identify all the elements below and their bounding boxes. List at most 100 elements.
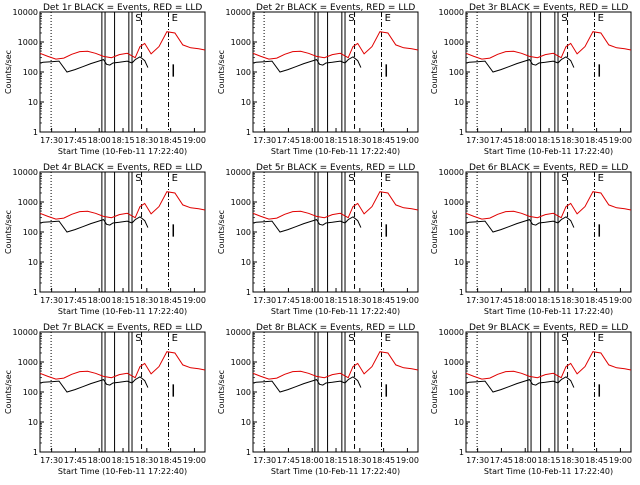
x-tick-label: 17:30 bbox=[40, 136, 63, 145]
y-tick-label: 10000 bbox=[439, 168, 464, 177]
plot-frame bbox=[465, 171, 632, 293]
y-tick-label: 1000 bbox=[444, 198, 464, 207]
y-tick-label: 1 bbox=[459, 128, 464, 137]
events-series-line bbox=[252, 56, 362, 73]
end-marker-label: E bbox=[385, 13, 391, 24]
y-axis-label: Counts/sec bbox=[4, 370, 13, 414]
y-tick-label: 1 bbox=[246, 448, 251, 457]
panel-title: Det 8r BLACK = Events, RED = LLD bbox=[256, 323, 415, 333]
x-tick-label: 17:45 bbox=[490, 296, 513, 305]
panel-title: Det 5r BLACK = Events, RED = LLD bbox=[256, 163, 415, 173]
x-tick-label: 18:15 bbox=[324, 296, 347, 305]
events-series-line bbox=[252, 216, 362, 233]
x-tick-label: 18:15 bbox=[537, 136, 560, 145]
x-tick-label: 19:00 bbox=[183, 136, 206, 145]
x-tick-label: 18:45 bbox=[585, 136, 608, 145]
panel-title: Det 6r BLACK = Events, RED = LLD bbox=[469, 163, 628, 173]
detector-panel: Det 1r BLACK = Events, RED = LLD 1 10 100 10… bbox=[4, 3, 206, 156]
plot-frame bbox=[252, 331, 419, 453]
events-series-line bbox=[39, 376, 149, 393]
events-series-line bbox=[465, 216, 575, 233]
y-tick-label: 1 bbox=[33, 448, 38, 457]
y-tick-label: 1000 bbox=[231, 358, 251, 367]
lld-series-line bbox=[465, 351, 632, 380]
plot-frame bbox=[465, 11, 632, 133]
panel-title: Det 4r BLACK = Events, RED = LLD bbox=[43, 163, 202, 173]
start-marker-label: S bbox=[348, 13, 354, 24]
plot-frame bbox=[39, 331, 206, 453]
x-tick-label: 18:15 bbox=[537, 296, 560, 305]
x-tick-label: 18:45 bbox=[159, 136, 182, 145]
y-tick-label: 1000 bbox=[18, 198, 38, 207]
start-marker-label: S bbox=[135, 173, 141, 184]
plot-frame bbox=[39, 11, 206, 133]
y-tick-label: 100 bbox=[449, 388, 464, 397]
y-tick-label: 1000 bbox=[231, 38, 251, 47]
x-tick-label: 18:45 bbox=[159, 296, 182, 305]
start-marker-label: S bbox=[348, 173, 354, 184]
y-axis-label: Counts/sec bbox=[430, 210, 439, 254]
start-marker-label: S bbox=[348, 333, 354, 344]
x-tick-label: 18:45 bbox=[372, 136, 395, 145]
x-tick-label: 18:30 bbox=[135, 296, 158, 305]
events-series-line bbox=[39, 216, 149, 233]
x-tick-label: 19:00 bbox=[609, 456, 632, 465]
y-tick-label: 10000 bbox=[439, 328, 464, 337]
x-tick-label: 17:30 bbox=[466, 136, 489, 145]
x-axis-label: Start Time (10-Feb-11 17:22:40) bbox=[271, 307, 400, 316]
x-tick-label: 18:00 bbox=[88, 136, 111, 145]
x-tick-label: 17:30 bbox=[253, 136, 276, 145]
y-tick-label: 100 bbox=[236, 68, 251, 77]
x-tick-label: 18:00 bbox=[301, 456, 324, 465]
y-tick-label: 100 bbox=[23, 388, 38, 397]
x-tick-label: 18:30 bbox=[561, 296, 584, 305]
y-tick-label: 100 bbox=[23, 228, 38, 237]
detector-panel: Det 3r BLACK = Events, RED = LLD 1 10 100 10… bbox=[430, 3, 632, 156]
x-tick-label: 18:30 bbox=[348, 456, 371, 465]
end-marker-label: E bbox=[385, 333, 391, 344]
y-tick-label: 1 bbox=[246, 288, 251, 297]
lld-series-line bbox=[39, 351, 206, 380]
x-tick-label: 18:00 bbox=[301, 296, 324, 305]
panel-title: Det 7r BLACK = Events, RED = LLD bbox=[43, 323, 202, 333]
x-tick-label: 17:30 bbox=[253, 296, 276, 305]
y-tick-label: 10000 bbox=[226, 8, 251, 17]
end-marker-label: E bbox=[598, 333, 604, 344]
end-marker-label: E bbox=[172, 173, 178, 184]
y-tick-label: 10 bbox=[454, 258, 464, 267]
detector-panel: Det 5r BLACK = Events, RED = LLD 1 10 100 10… bbox=[217, 163, 419, 316]
x-tick-label: 18:45 bbox=[159, 456, 182, 465]
y-tick-label: 100 bbox=[449, 228, 464, 237]
y-tick-label: 1 bbox=[33, 288, 38, 297]
x-axis-label: Start Time (10-Feb-11 17:22:40) bbox=[271, 147, 400, 156]
x-tick-label: 17:45 bbox=[64, 456, 87, 465]
x-tick-label: 18:00 bbox=[514, 296, 537, 305]
y-tick-label: 1 bbox=[246, 128, 251, 137]
x-tick-label: 18:45 bbox=[585, 296, 608, 305]
y-tick-label: 10000 bbox=[439, 8, 464, 17]
x-tick-label: 17:45 bbox=[64, 136, 87, 145]
plot-frame bbox=[252, 11, 419, 133]
x-tick-label: 18:15 bbox=[111, 456, 134, 465]
x-tick-label: 18:15 bbox=[111, 296, 134, 305]
end-marker-label: E bbox=[598, 13, 604, 24]
x-tick-label: 17:30 bbox=[40, 456, 63, 465]
x-axis-label: Start Time (10-Feb-11 17:22:40) bbox=[58, 147, 187, 156]
start-marker-label: S bbox=[561, 173, 567, 184]
y-axis-label: Counts/sec bbox=[4, 210, 13, 254]
events-series-line bbox=[39, 56, 149, 73]
x-tick-label: 17:45 bbox=[277, 296, 300, 305]
start-marker-label: S bbox=[561, 333, 567, 344]
end-marker-label: E bbox=[598, 173, 604, 184]
x-tick-label: 19:00 bbox=[396, 456, 419, 465]
lld-series-line bbox=[39, 31, 206, 60]
y-tick-label: 10 bbox=[241, 418, 251, 427]
x-tick-label: 19:00 bbox=[609, 296, 632, 305]
x-axis-label: Start Time (10-Feb-11 17:22:40) bbox=[271, 467, 400, 476]
x-tick-label: 18:00 bbox=[88, 296, 111, 305]
end-marker-label: E bbox=[172, 13, 178, 24]
detector-panel: Det 6r BLACK = Events, RED = LLD 1 10 100 10… bbox=[430, 163, 632, 316]
y-tick-label: 10000 bbox=[13, 168, 38, 177]
x-axis-label: Start Time (10-Feb-11 17:22:40) bbox=[484, 467, 613, 476]
y-tick-label: 10 bbox=[28, 258, 38, 267]
